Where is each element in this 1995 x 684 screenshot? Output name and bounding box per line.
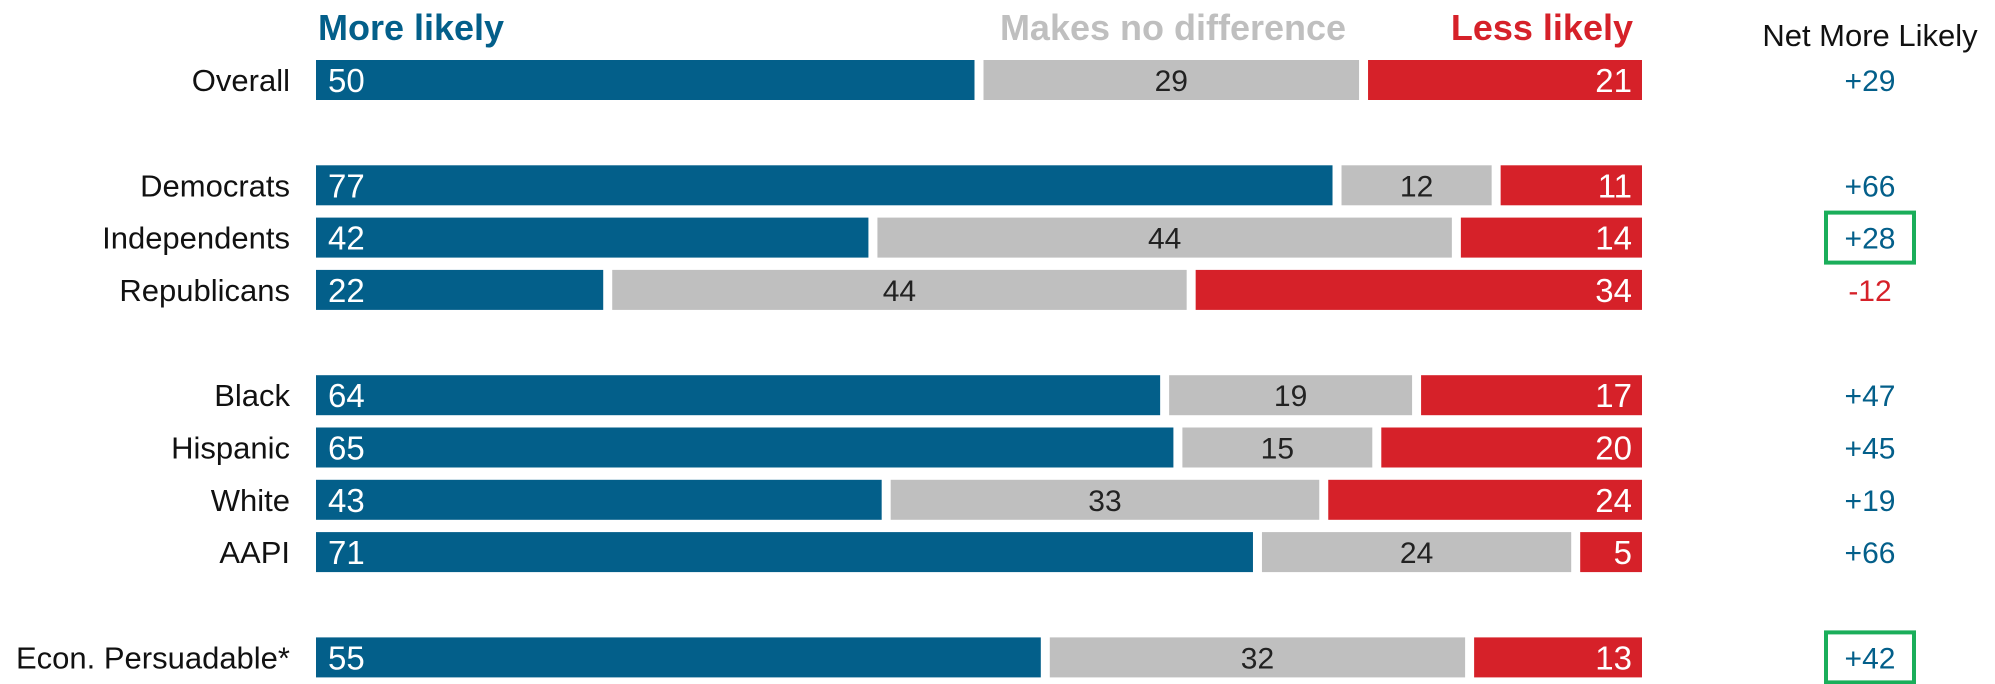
- row-label: AAPI: [219, 535, 290, 570]
- row-label: Independents: [102, 221, 290, 256]
- bar-less: [1195, 269, 1642, 310]
- net-value: +66: [1845, 170, 1896, 203]
- bar-nodiff: [612, 269, 1187, 310]
- value-label-more: 64: [328, 377, 365, 414]
- value-label-more: 65: [328, 430, 365, 467]
- bar-less: [1368, 60, 1642, 100]
- bar-more: [316, 375, 1161, 416]
- value-label-nodiff: 44: [883, 275, 916, 308]
- value-label-less: 21: [1595, 62, 1632, 99]
- value-label-nodiff: 33: [1088, 485, 1121, 518]
- row-label: Black: [214, 378, 290, 413]
- bar-nodiff: [1341, 165, 1492, 206]
- value-label-nodiff: 15: [1261, 433, 1294, 466]
- bar-nodiff: [983, 60, 1360, 100]
- bar-nodiff: [890, 479, 1320, 520]
- net-value: +47: [1845, 380, 1896, 413]
- bar-less: [1328, 479, 1642, 520]
- value-label-more: 77: [328, 167, 365, 204]
- bar-more: [316, 217, 869, 258]
- legend-makes-no-difference: Makes no difference: [1000, 7, 1346, 48]
- value-label-nodiff: 32: [1241, 642, 1274, 675]
- row-label: Hispanic: [171, 431, 290, 466]
- row-label: Overall: [192, 63, 290, 98]
- value-label-less: 20: [1595, 430, 1632, 467]
- row-republicans: Republicans 22 44 34 -12: [119, 269, 1892, 310]
- net-value: +19: [1845, 485, 1896, 518]
- row-hispanic: Hispanic 65 15 20 +45: [171, 427, 1896, 468]
- row-democrats: Democrats 77 12 11 +66: [140, 165, 1896, 206]
- bar-more: [316, 269, 604, 310]
- value-label-more: 43: [328, 482, 365, 519]
- highlight-box: [1824, 210, 1916, 265]
- value-label-less: 13: [1595, 639, 1632, 676]
- bar-nodiff: [1169, 375, 1413, 416]
- bar-more: [316, 637, 1041, 678]
- net-value: -12: [1848, 275, 1891, 308]
- chart-rows: Overall 50 29 21 +29 Democrats 77 12 11 +66 Indepe…: [16, 60, 1916, 684]
- bar-less: [1381, 427, 1642, 468]
- row-label: Republicans: [119, 273, 290, 308]
- row-econ-persuadable: Econ. Persuadable* 55 32 13 +42: [16, 630, 1916, 684]
- bar-less: [1474, 637, 1642, 678]
- net-more-likely-header: Net More Likely: [1762, 18, 1978, 53]
- row-label: White: [211, 483, 290, 518]
- value-label-less: 5: [1614, 534, 1632, 571]
- bar-more: [316, 479, 882, 520]
- value-label-more: 55: [328, 639, 365, 676]
- row-independents: Independents 42 44 14 +28: [102, 210, 1916, 265]
- net-value: +42: [1845, 642, 1896, 675]
- net-value: +45: [1845, 433, 1896, 466]
- bar-less: [1500, 165, 1642, 206]
- bar-nodiff: [1182, 427, 1373, 468]
- bar-more: [316, 532, 1253, 573]
- net-value: +28: [1845, 223, 1896, 256]
- bar-more: [316, 427, 1174, 468]
- bar-more: [316, 60, 975, 100]
- value-label-more: 22: [328, 272, 365, 309]
- legend-less-likely: Less likely: [1451, 7, 1633, 48]
- row-label: Democrats: [140, 168, 290, 203]
- net-value: +29: [1845, 65, 1896, 98]
- value-label-more: 42: [328, 220, 365, 257]
- bar-more: [316, 165, 1333, 206]
- value-label-nodiff: 29: [1155, 65, 1188, 98]
- value-label-nodiff: 19: [1274, 380, 1307, 413]
- value-label-nodiff: 24: [1400, 537, 1433, 570]
- row-aapi: AAPI 71 24 5 +66: [219, 532, 1896, 573]
- legend-more-likely: More likely: [318, 7, 504, 48]
- bar-nodiff: [877, 217, 1452, 258]
- highlight-box: [1824, 630, 1916, 684]
- bar-less: [1460, 217, 1642, 258]
- value-label-less: 34: [1595, 272, 1632, 309]
- row-black: Black 64 19 17 +47: [214, 375, 1896, 416]
- value-label-more: 50: [328, 62, 365, 99]
- row-white: White 43 33 24 +19: [211, 479, 1896, 520]
- row-overall: Overall 50 29 21 +29: [192, 60, 1896, 100]
- value-label-more: 71: [328, 534, 365, 571]
- net-value: +66: [1845, 537, 1896, 570]
- bar-less: [1421, 375, 1642, 416]
- bar-nodiff: [1049, 637, 1466, 678]
- value-label-nodiff: 44: [1148, 223, 1181, 256]
- value-label-less: 11: [1598, 167, 1632, 204]
- value-label-less: 24: [1595, 482, 1632, 519]
- bar-less: [1580, 532, 1642, 573]
- chart-headers: More likely Makes no difference Less lik…: [318, 7, 1978, 53]
- row-label: Econ. Persuadable*: [16, 640, 290, 675]
- value-label-less: 17: [1595, 377, 1632, 414]
- value-label-less: 14: [1595, 220, 1632, 257]
- bar-nodiff: [1261, 532, 1572, 573]
- value-label-nodiff: 12: [1400, 170, 1433, 203]
